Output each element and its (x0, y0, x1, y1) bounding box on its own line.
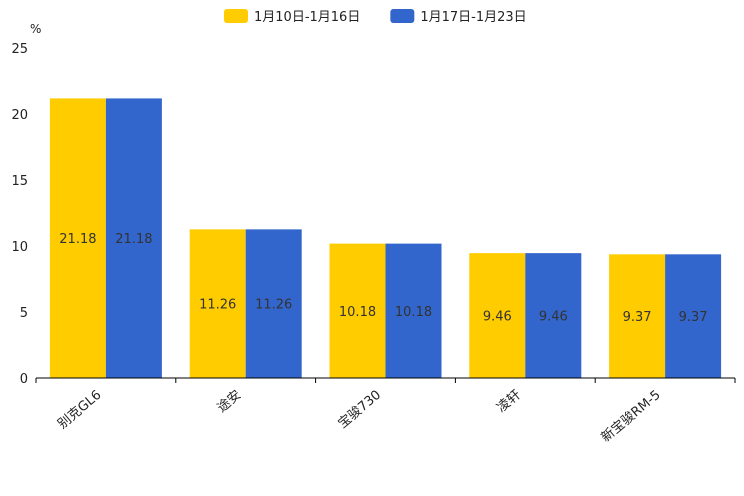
data-label: 11.26 (255, 298, 292, 313)
x-tick-label: 宝骏730 (335, 388, 384, 432)
data-label: 10.18 (395, 305, 432, 320)
data-label: 10.18 (339, 305, 376, 320)
bar-series-1[interactable] (609, 254, 666, 378)
y-tick-label: 0 (20, 372, 28, 387)
bar-series-2[interactable] (245, 229, 302, 378)
bar-series-2[interactable] (525, 253, 582, 378)
legend: 1月10日-1月16日 1月17日-1月23日 (224, 9, 527, 25)
data-label: 21.18 (115, 232, 152, 247)
legend-label[interactable]: 1月10日-1月16日 (254, 10, 360, 25)
y-tick-label: 10 (11, 240, 28, 255)
data-labels: 21.18 21.18 11.26 11.26 10.18 10.18 9.46 9.46 9.… (59, 232, 707, 325)
data-label: 9.37 (623, 310, 652, 325)
bar-series-1[interactable] (189, 229, 246, 378)
legend-swatch (390, 9, 415, 23)
x-axis: 别克GL6 途安 宝骏730 凌轩 新宝骏RM-5 (35, 377, 736, 446)
bar-series-1[interactable] (329, 243, 386, 378)
y-axis: 0 5 10 15 20 25 (11, 42, 28, 387)
legend-label[interactable]: 1月17日-1月23日 (420, 10, 526, 25)
data-label: 21.18 (59, 232, 96, 247)
data-label: 11.26 (199, 298, 236, 313)
x-tick-label: 别克GL6 (55, 388, 104, 433)
bar-series-2[interactable] (665, 254, 722, 378)
x-tick-label: 新宝骏RM-5 (598, 387, 664, 446)
bar-series-1[interactable] (469, 253, 526, 378)
data-label: 9.46 (483, 310, 512, 325)
bar-series-2[interactable] (385, 243, 442, 378)
bar-series-2[interactable] (105, 98, 162, 378)
legend-swatch (224, 9, 248, 23)
y-axis-unit-label: % (30, 22, 41, 36)
data-label: 9.37 (679, 310, 708, 325)
y-tick-label: 25 (11, 42, 28, 57)
x-tick-label: 途安 (214, 387, 244, 416)
y-tick-label: 15 (11, 174, 28, 189)
y-tick-label: 5 (20, 306, 28, 321)
data-label: 9.46 (539, 310, 568, 325)
y-tick-label: 20 (11, 108, 28, 123)
bar-series-1[interactable] (49, 98, 106, 378)
x-tick-label: 凌轩 (494, 388, 524, 416)
bars (49, 98, 722, 378)
